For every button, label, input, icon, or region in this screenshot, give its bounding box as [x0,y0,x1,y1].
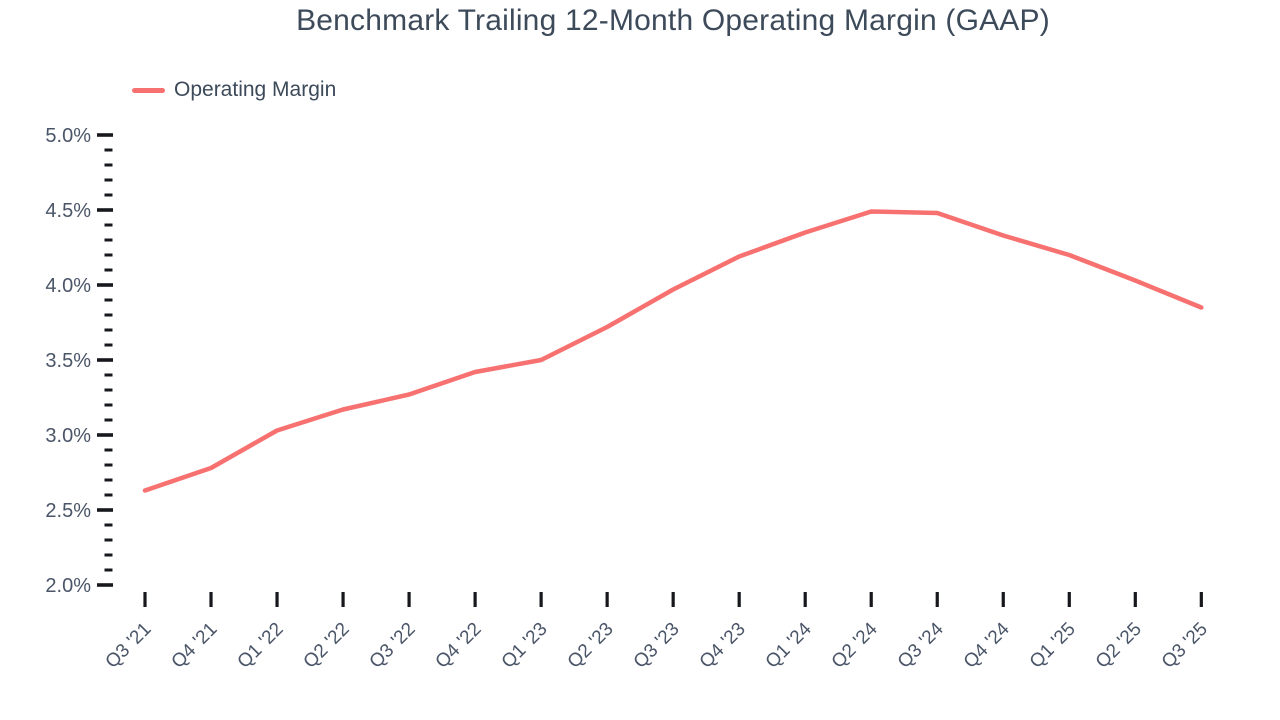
y-axis-tick-label: 5.0% [45,125,91,147]
y-axis-tick-label: 2.0% [45,575,91,597]
x-axis-tick [341,592,345,607]
x-axis-tick [605,592,609,607]
x-axis-tick [209,592,213,607]
y-axis-minor-tick [104,568,113,572]
y-axis-minor-tick [104,268,113,272]
x-axis-tick [275,592,279,607]
x-axis-tick-label: Q1 '25 [1026,619,1080,673]
x-axis-tick [143,592,147,607]
x-axis-tick-label: Q2 '22 [300,619,354,673]
x-axis-tick-label: Q4 '21 [168,619,222,673]
x-axis-tick [539,592,543,607]
y-axis-minor-tick [104,223,113,227]
y-axis-minor-tick [104,253,113,257]
y-axis-minor-tick [104,163,113,167]
x-axis-tick-label: Q2 '24 [828,618,882,672]
y-axis-minor-tick [104,298,113,302]
x-axis-tick-label: Q3 '24 [894,618,948,672]
x-axis-tick [1001,592,1005,607]
x-axis-tick [935,592,939,607]
legend-label-operating-margin: Operating Margin [174,78,337,101]
x-axis-tick [803,592,807,607]
x-axis-tick-label: Q3 '21 [102,619,156,673]
x-axis-tick-label: Q4 '22 [432,619,486,673]
y-axis-minor-tick [104,478,113,482]
x-axis-tick-label: Q2 '23 [564,619,618,673]
y-axis-minor-tick [104,313,113,317]
y-axis-minor-tick [104,538,113,542]
y-axis-major-tick [97,358,113,362]
legend: Operating Margin [132,78,336,102]
y-axis-minor-tick [104,328,113,332]
y-axis-major-tick [97,133,113,137]
x-axis-tick [737,592,741,607]
y-axis-minor-tick [104,178,113,182]
x-axis-tick-label: Q4 '23 [696,619,750,673]
y-axis-minor-tick [104,193,113,197]
x-axis-tick [407,592,411,607]
y-axis-tick-label: 2.5% [45,500,91,522]
y-axis-minor-tick [104,553,113,557]
x-axis-tick [1133,592,1137,607]
y-axis-minor-tick [104,463,113,467]
y-axis-major-tick [97,208,113,212]
y-axis-minor-tick [104,418,113,422]
y-axis-major-tick [97,508,113,512]
x-axis-tick-label: Q1 '23 [498,619,552,673]
y-axis-minor-tick [104,403,113,407]
x-axis-tick-label: Q3 '23 [630,619,684,673]
x-axis-tick-label: Q3 '22 [366,619,420,673]
y-axis-minor-tick [104,238,113,242]
y-axis-minor-tick [104,523,113,527]
x-axis-tick [1067,592,1071,607]
x-axis-tick [1199,592,1203,607]
y-axis-tick-label: 3.5% [45,350,91,372]
y-axis-minor-tick [104,343,113,347]
operating-margin-line [142,209,1204,493]
y-axis-tick-label: 3.0% [45,425,91,447]
y-axis-minor-tick [104,388,113,392]
chart-title: Benchmark Trailing 12-Month Operating Ma… [296,4,1050,37]
x-axis-tick-label: Q2 '25 [1092,619,1146,673]
legend-swatch-operating-margin [132,87,165,93]
y-axis-minor-tick [104,493,113,497]
y-axis-tick-label: 4.5% [45,200,91,222]
x-axis-tick [869,592,873,607]
y-axis-major-tick [97,583,113,587]
y-axis-minor-tick [104,373,113,377]
y-axis-minor-tick [104,148,113,152]
y-axis-major-tick [97,283,113,287]
y-axis-tick-label: 4.0% [45,275,91,297]
y-axis-minor-tick [104,448,113,452]
x-axis-tick-label: Q1 '24 [762,618,816,672]
x-axis-tick [473,592,477,607]
x-axis-tick-label: Q4 '24 [960,618,1014,672]
x-axis-tick [671,592,675,607]
x-axis-tick-label: Q1 '22 [234,619,288,673]
x-axis-tick-label: Q3 '25 [1158,619,1212,673]
y-axis-major-tick [97,433,113,437]
